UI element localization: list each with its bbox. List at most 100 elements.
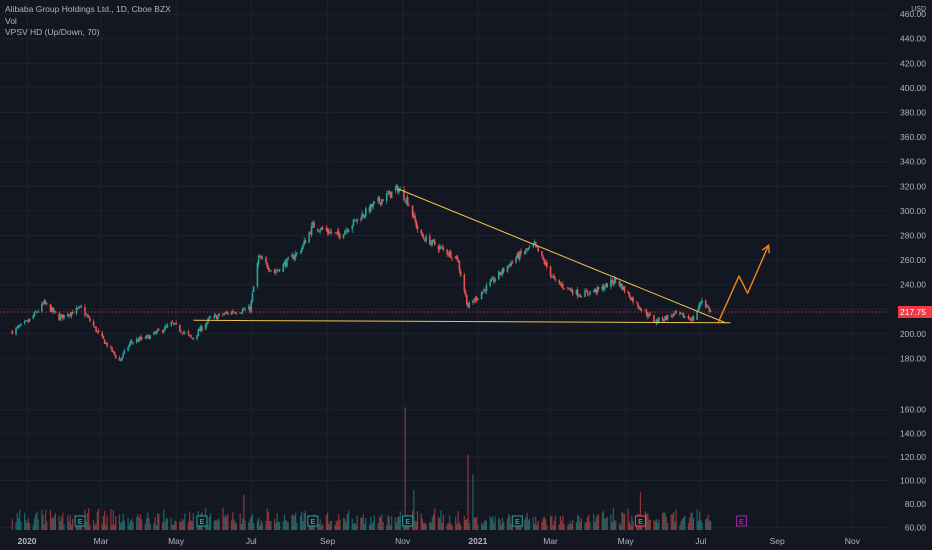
candle: [20, 323, 22, 327]
volume-tick-label: 160.00: [900, 405, 926, 415]
volume-bar: [320, 525, 323, 530]
volume-bar: [173, 524, 175, 530]
volume-bar: [554, 515, 557, 530]
support-line[interactable]: [193, 319, 731, 324]
candle: [25, 319, 27, 322]
volume-indicator-label[interactable]: Vol: [5, 15, 17, 26]
volume-bar: [217, 518, 219, 530]
descending-trendline[interactable]: [397, 188, 726, 324]
volume-bar: [697, 520, 699, 530]
candle: [326, 226, 329, 236]
volume-bar: [227, 513, 229, 530]
volume-bar: [671, 514, 674, 530]
earnings-marker-future-icon[interactable]: E: [735, 515, 747, 527]
candle: [137, 337, 139, 342]
candle: [709, 309, 712, 312]
volume-bar: [361, 517, 363, 530]
candle: [568, 287, 570, 291]
candle: [549, 265, 552, 279]
candle: [172, 322, 175, 327]
volume-bar: [89, 524, 91, 530]
volume-bar: [468, 523, 470, 530]
volume-bar: [276, 513, 278, 530]
candle: [523, 250, 526, 255]
candle: [302, 243, 304, 250]
candle: [516, 252, 519, 259]
candle: [215, 315, 218, 320]
earnings-marker-icon[interactable]: E: [634, 515, 646, 527]
candle: [89, 316, 91, 323]
volume-bar: [542, 517, 544, 530]
volume-bar: [274, 518, 276, 530]
candle: [80, 304, 83, 308]
projection-arrow[interactable]: [717, 245, 770, 324]
candle: [372, 200, 374, 210]
candle: [639, 306, 642, 312]
earnings-marker-icon[interactable]: E: [402, 515, 414, 527]
volume-bar: [304, 510, 307, 530]
candle: [627, 290, 629, 294]
volume-bar: [561, 520, 563, 530]
volume-bar: [448, 515, 451, 530]
candle: [233, 310, 235, 314]
time-axis-label: Mar: [94, 536, 109, 546]
volume-bar: [370, 516, 372, 530]
volume-bar: [623, 513, 626, 530]
volume-bar: [355, 524, 357, 530]
candle: [294, 250, 297, 261]
candle: [477, 297, 479, 302]
candle: [351, 224, 354, 233]
volume-bar: [388, 516, 390, 530]
volume-bar: [240, 523, 242, 530]
candle: [645, 308, 648, 318]
candle: [500, 270, 503, 277]
volume-bar: [610, 514, 612, 530]
volume-bar: [596, 514, 598, 530]
volume-bar: [689, 517, 691, 530]
candle: [628, 292, 631, 298]
candle: [59, 314, 62, 321]
volume-bar: [532, 517, 534, 530]
earnings-marker-icon[interactable]: E: [511, 515, 523, 527]
volume-bar: [208, 516, 210, 530]
volume-bar: [115, 516, 117, 530]
volume-bar: [503, 522, 505, 530]
volume-bar: [214, 520, 217, 530]
volume-bar: [270, 520, 272, 530]
volume-bar: [618, 522, 621, 530]
candle: [697, 305, 700, 312]
volume-bar: [506, 518, 509, 530]
candle: [223, 312, 225, 316]
vpsv-indicator-label[interactable]: VPSV HD (Up/Down, 70): [5, 27, 100, 37]
volume-bar: [420, 513, 422, 530]
volume-bar: [106, 515, 108, 530]
volume-bar: [568, 524, 570, 530]
volume-bar: [184, 513, 186, 530]
candle: [656, 317, 659, 325]
candle: [671, 314, 674, 318]
candle: [199, 324, 202, 333]
symbol-title[interactable]: Alibaba Group Holdings Ltd., 1D, Cboe BZ…: [5, 4, 171, 14]
earnings-marker-icon[interactable]: E: [196, 515, 208, 527]
candle: [26, 319, 28, 322]
volume-bar: [558, 524, 560, 530]
earnings-marker-icon[interactable]: E: [307, 515, 319, 527]
candle: [681, 313, 684, 316]
candle: [164, 324, 166, 331]
candle: [499, 271, 501, 277]
volume-tick-label: 100.00: [900, 475, 926, 485]
candle: [362, 213, 365, 218]
candle: [612, 280, 615, 287]
volume-bar: [584, 522, 586, 530]
volume-bar: [86, 513, 89, 530]
candle: [687, 314, 690, 321]
volume-bar: [545, 519, 547, 530]
candle: [475, 296, 478, 303]
volume-bar: [318, 523, 320, 530]
volume-bar: [559, 516, 561, 530]
earnings-marker-icon[interactable]: E: [74, 515, 86, 527]
volume-bar: [577, 514, 579, 530]
volume-bar: [339, 519, 341, 530]
